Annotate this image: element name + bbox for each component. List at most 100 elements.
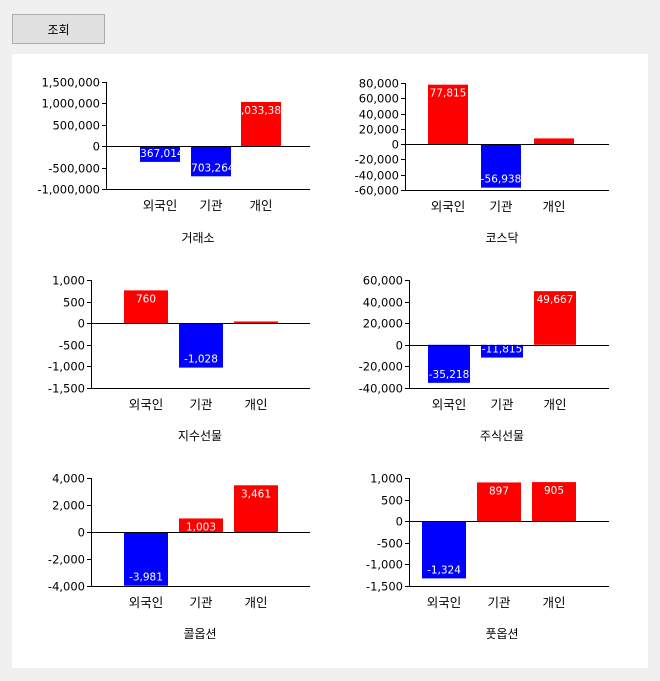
y-tick-label: 80,000 [359, 77, 399, 91]
y-tick-label: -1,500 [48, 382, 85, 396]
chart-title: 거래소 [181, 231, 214, 245]
chart-panel: -367,014 -703,264 1,033,389 -1,000,000 -500,… [12, 54, 648, 668]
y-tick-label: -4,000 [48, 580, 85, 594]
y-tick-label: 0 [78, 317, 85, 331]
bar [124, 290, 168, 324]
x-tick-label: 외국인 [431, 199, 466, 214]
bar [477, 482, 521, 522]
y-tick-label: 500 [63, 296, 85, 310]
x-tick-label: 기관 [487, 595, 511, 610]
chart-2: 77,815 -56,938 -60,000-40,000 -20,000020,00… [355, 77, 609, 245]
charts-canvas: -367,014-703,264 1,033,389 -1,000,000 -500,… [37, 76, 609, 641]
y-tick-label: 1,000 [370, 472, 403, 486]
data-label: 1,003 [186, 521, 216, 533]
x-tick-label: 개인 [542, 199, 565, 214]
y-tick-label: -20,000 [359, 360, 403, 374]
y-tick-label: -500,000 [48, 162, 100, 176]
bar [179, 518, 223, 532]
x-tick-label: 기관 [199, 198, 223, 213]
chart-title: 지수선물 [178, 429, 222, 443]
y-tick-label: -20,000 [355, 153, 399, 167]
y-tick-label: 0 [392, 138, 399, 152]
bar [241, 101, 281, 147]
chart-title: 주식선물 [480, 429, 524, 443]
data-label: -703,264 [187, 162, 235, 174]
data-label: -35,218 [429, 369, 470, 381]
x-tick-label: 외국인 [432, 397, 467, 412]
bar [179, 323, 223, 368]
bar [481, 344, 523, 358]
data-label: -11,815 [482, 344, 523, 356]
y-tick-label: 0 [396, 515, 403, 529]
data-label: 77,815 [430, 88, 467, 100]
y-tick-label: -40,000 [359, 382, 403, 396]
chart-title: 콜옵션 [183, 627, 216, 641]
query-button[interactable]: 조회 [12, 14, 105, 44]
y-tick-label: 1,500,000 [41, 76, 100, 90]
data-label: -56,938 [481, 174, 522, 186]
bar [234, 321, 278, 324]
bar [428, 84, 468, 145]
chart-title: 풋옵션 [485, 627, 518, 641]
y-tick-label: 500 [381, 494, 403, 508]
data-label: -1,324 [427, 564, 461, 576]
y-tick-label: 1,000 [52, 274, 85, 288]
y-tick-label: 40,000 [363, 296, 403, 310]
y-tick-label: 0 [396, 339, 403, 353]
bar [532, 482, 576, 522]
y-tick-label: 60,000 [363, 274, 403, 288]
y-tick-label: 500,000 [52, 119, 100, 133]
y-tick-label: -40,000 [355, 169, 399, 183]
x-tick-label: 외국인 [129, 595, 164, 610]
y-tick-label: -1,500 [366, 580, 403, 594]
bar [234, 485, 278, 532]
y-tick-label: -1,000 [366, 558, 403, 572]
bar [534, 138, 574, 145]
data-label: -367,014 [136, 148, 184, 160]
x-tick-label: 기관 [189, 595, 213, 610]
chart-1: -367,014-703,264 1,033,389 -1,000,000 -500,… [37, 76, 310, 245]
data-label: 1,033,389 [234, 105, 287, 117]
y-tick-label: -1,000 [48, 360, 85, 374]
x-tick-label: 개인 [244, 595, 267, 610]
data-label: 897 [489, 485, 509, 497]
bar [481, 144, 521, 188]
x-tick-label: 기관 [489, 199, 513, 214]
data-label: -1,028 [184, 354, 218, 366]
y-tick-label: 0 [93, 140, 100, 154]
chart-5: -3,981 1,003 3,461 -4,000 -2,000 0 2,000 4,000 외… [48, 472, 310, 641]
chart-title: 코스닥 [485, 231, 518, 245]
x-tick-label: 개인 [249, 198, 272, 213]
y-tick-label: 20,000 [363, 317, 403, 331]
bar [124, 532, 168, 586]
y-tick-label: -60,000 [355, 184, 399, 198]
chart-4: -35,218 -11,815 49,667 -40,000 -20,000 0 20,00… [359, 274, 609, 443]
bar [422, 521, 466, 579]
data-label: 760 [136, 293, 156, 305]
x-tick-label: 개인 [244, 397, 267, 412]
y-tick-label: -500 [377, 537, 403, 551]
x-tick-label: 개인 [542, 595, 565, 610]
y-tick-label: 60,000 [359, 92, 399, 106]
y-tick-label: 0 [78, 526, 85, 540]
y-tick-label: 4,000 [52, 472, 85, 486]
x-tick-label: 외국인 [143, 198, 178, 213]
chart-3: 760 -1,028 -1,500 -1,000 -500 0 500 1,000 외국인 기관 개… [48, 274, 310, 443]
x-tick-label: 외국인 [427, 595, 462, 610]
y-tick-label: -2,000 [48, 553, 85, 567]
data-label: -3,981 [129, 572, 163, 584]
x-tick-label: 기관 [189, 397, 213, 412]
bar [191, 146, 231, 177]
y-tick-label: -500 [59, 339, 85, 353]
y-tick-label: -1,000,000 [37, 183, 100, 197]
y-tick-label: 40,000 [359, 108, 399, 122]
chart-6: -1,324 897 905 -1,500 -1,000 -500 0 500 1,000 외국인… [366, 472, 609, 641]
y-tick-label: 20,000 [359, 123, 399, 137]
x-tick-label: 기관 [490, 397, 514, 412]
bar [428, 344, 470, 383]
data-label: 3,461 [241, 488, 271, 500]
x-tick-label: 외국인 [129, 397, 164, 412]
x-tick-label: 개인 [543, 397, 566, 412]
y-tick-label: 2,000 [52, 499, 85, 513]
data-label: 49,667 [537, 294, 574, 306]
